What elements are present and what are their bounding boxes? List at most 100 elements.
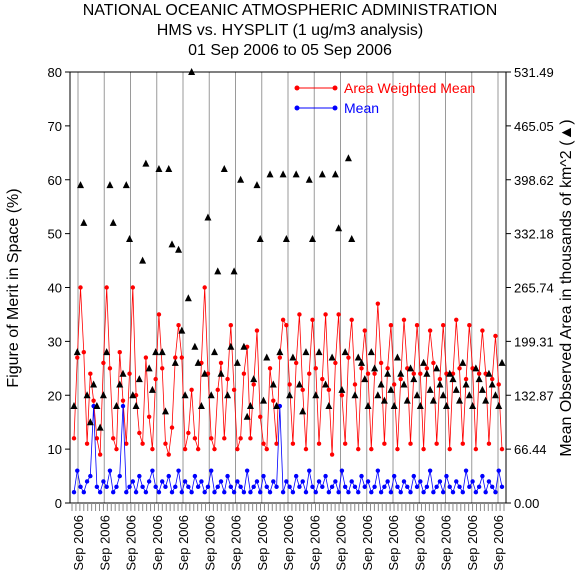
mean-point xyxy=(342,484,348,490)
area-triangle-marker xyxy=(135,375,143,383)
area-weighted-mean-point xyxy=(378,360,384,366)
area-weighted-mean-point xyxy=(463,376,469,382)
area-triangle-marker xyxy=(286,391,294,399)
mean-point xyxy=(130,479,136,484)
area-triangle-marker xyxy=(361,375,369,383)
area-weighted-mean-point xyxy=(107,366,113,371)
right-tick-label: 465.05 xyxy=(514,119,554,134)
mean-point xyxy=(290,490,296,495)
area-weighted-mean-point xyxy=(137,430,142,436)
mean-point xyxy=(127,484,132,490)
mean-point xyxy=(235,479,240,484)
chart-title-line-1: NATIONAL OCEANIC ATMOSPHERIC ADMINISTRAT… xyxy=(83,2,498,19)
area-weighted-mean-point xyxy=(97,452,103,457)
area-weighted-mean-point xyxy=(225,376,230,382)
area-weighted-mean-point xyxy=(189,387,194,393)
area-weighted-mean-point xyxy=(290,441,296,446)
area-triangle-marker xyxy=(423,369,431,377)
area-triangle-marker xyxy=(184,294,192,302)
mean-point xyxy=(186,484,191,490)
area-weighted-mean-point xyxy=(297,312,302,317)
area-triangle-marker xyxy=(478,385,486,393)
mean-point xyxy=(111,490,116,495)
area-weighted-mean-point xyxy=(195,446,201,452)
left-tick-label: 40 xyxy=(48,281,62,296)
area-triangle-marker xyxy=(256,235,264,243)
area-weighted-mean-point xyxy=(424,366,430,371)
area-triangle-marker xyxy=(175,245,183,253)
area-weighted-mean-point xyxy=(228,323,234,328)
area-triangle-marker xyxy=(246,402,254,410)
vertical-gridlines xyxy=(77,72,499,503)
right-tick-label: 132.87 xyxy=(514,388,554,403)
date-tick-label: Sep 2006 xyxy=(202,515,217,571)
area-weighted-mean-point xyxy=(78,285,83,290)
area-weighted-mean-point xyxy=(192,436,198,441)
area-triangle-marker xyxy=(469,402,477,410)
date-tick-label: Sep 2006 xyxy=(281,515,296,571)
mean-point xyxy=(313,490,318,495)
mean-point xyxy=(346,490,351,495)
area-weighted-mean-point xyxy=(202,285,207,290)
mean-point xyxy=(447,484,452,490)
area-weighted-mean-point xyxy=(163,441,168,446)
date-tick-label: Sep 2006 xyxy=(229,515,244,571)
area-weighted-mean-point xyxy=(457,366,462,371)
bottom-axis-ticks: Sep 2006 Sep 2006 Sep 2006 Sep 2006 Sep 2006… xyxy=(71,503,506,571)
date-tick-label: Sep 2006 xyxy=(491,515,506,571)
mean-point xyxy=(375,468,381,473)
mean-point xyxy=(339,468,345,473)
area-triangle-marker xyxy=(456,396,464,404)
area-triangle-marker xyxy=(429,396,437,404)
legend-mean-marker xyxy=(294,105,300,111)
area-weighted-mean-point xyxy=(150,446,155,452)
area-weighted-mean-point xyxy=(258,414,263,419)
area-weighted-mean-point xyxy=(411,371,416,376)
area-weighted-mean-point xyxy=(326,387,332,393)
area-weighted-mean-point xyxy=(427,328,433,333)
date-tick-label: Sep 2006 xyxy=(412,515,427,571)
mean-point xyxy=(489,484,495,490)
area-weighted-mean-point xyxy=(316,441,322,446)
area-triangle-marker xyxy=(148,385,156,393)
mean-point xyxy=(362,484,367,490)
mean-point xyxy=(107,468,113,473)
date-tick-label: Sep 2006 xyxy=(71,515,86,571)
mean-point xyxy=(244,468,250,473)
area-triangle-marker xyxy=(358,358,366,366)
area-triangle-marker xyxy=(126,235,134,243)
mean-point xyxy=(71,490,77,495)
area-triangle-marker xyxy=(302,348,310,356)
mean-point xyxy=(202,490,207,495)
mean-point xyxy=(450,490,456,495)
mean-point xyxy=(480,473,485,479)
area-triangle-marker xyxy=(181,391,189,399)
area-weighted-mean-point xyxy=(447,446,452,452)
area-weighted-mean-point xyxy=(467,323,472,328)
mean-point xyxy=(486,479,492,484)
area-triangle-marker xyxy=(273,402,281,410)
area-weighted-mean-point xyxy=(496,382,501,387)
mean-point xyxy=(463,468,469,473)
mean-point xyxy=(320,484,325,490)
area-weighted-mean-point xyxy=(104,285,109,290)
area-triangle-marker xyxy=(276,348,284,356)
mean-point xyxy=(476,484,482,490)
area-triangle-marker xyxy=(416,402,424,410)
mean-point xyxy=(365,479,371,484)
area-weighted-mean-point xyxy=(173,355,178,360)
area-weighted-mean-point xyxy=(212,446,217,452)
mean-point xyxy=(411,473,416,479)
area-weighted-mean-point xyxy=(313,366,318,371)
mean-point xyxy=(493,490,498,495)
area-weighted-mean-point xyxy=(342,441,348,446)
mean-point xyxy=(225,473,230,479)
area-triangle-marker xyxy=(83,391,91,399)
area-triangle-marker xyxy=(315,348,323,356)
mean-point xyxy=(391,473,397,479)
date-tick-label: Sep 2006 xyxy=(334,515,349,571)
area-triangle-marker xyxy=(243,412,251,420)
mean-point xyxy=(352,484,358,490)
chart-title-line-2: HMS vs. HYSPLIT (1 ug/m3 analysis) xyxy=(157,22,423,39)
area-triangle-marker xyxy=(227,342,235,350)
